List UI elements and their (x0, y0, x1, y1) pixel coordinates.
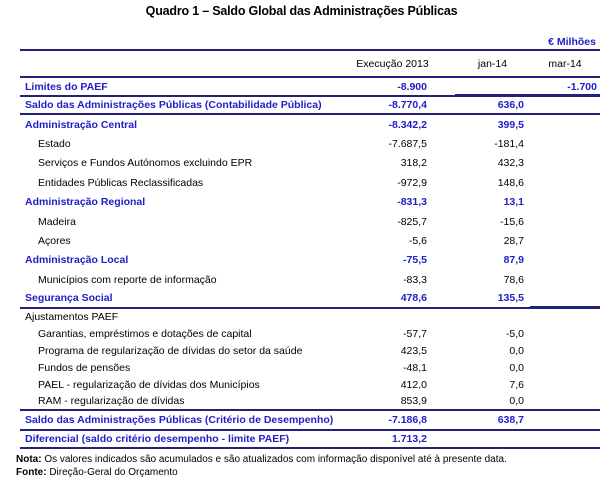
exec-value: 423,5 (400, 345, 427, 358)
row-label: Saldo das Administrações Públicas (Conta… (25, 99, 322, 111)
table-row-garantias: Garantias, empréstimos e dotações de cap… (20, 326, 600, 343)
thick-divider (530, 305, 600, 309)
jan-value: 638,7 (497, 413, 524, 426)
jan-value: 28,7 (503, 235, 524, 248)
table-row-fundos-pensoes: Fundos de pensões -48,1 0,0 (20, 360, 600, 377)
jan-value: 13,1 (503, 196, 524, 209)
exec-value: -8.770,4 (388, 99, 427, 111)
nota-label: Nota: (16, 453, 42, 465)
exec-value: -48,1 (403, 362, 427, 375)
row-label: Ajustamentos PAEF (25, 311, 119, 324)
jan-value: 0,0 (509, 345, 524, 358)
row-label: Limites do PAEF (25, 80, 108, 93)
exec-value: -972,9 (397, 176, 427, 189)
nota-text: Os valores indicados são acumulados e sã… (41, 453, 507, 465)
exec-value: -8.342,2 (388, 118, 427, 131)
page-title: Quadro 1 – Saldo Global das Administraçõ… (145, 4, 458, 18)
row-label: Programa de regularização de dívidas do … (38, 345, 303, 358)
mar-value: -1.700 (567, 80, 597, 93)
fonte-label: Fonte: (16, 466, 47, 478)
exec-value: 412,0 (400, 379, 427, 392)
table-row-acores: Açores -5,6 28,7 (20, 231, 600, 250)
row-label: Serviços e Fundos Autónomos excluindo EP… (38, 157, 253, 170)
jan-value: 0,0 (509, 395, 524, 408)
exec-value: -57,7 (403, 328, 427, 341)
thick-divider (455, 94, 600, 97)
budget-table: € Milhões Execução 2013 jan-14 mar-14 Li… (20, 36, 600, 449)
exec-value: -7.186,8 (388, 413, 427, 426)
row-label: Saldo das Administrações Públicas (Crité… (25, 413, 334, 426)
jan-value: 399,5 (497, 118, 524, 131)
fonte-text: Direção-Geral do Orçamento (46, 466, 178, 478)
exec-value: 478,6 (400, 292, 427, 305)
row-label: Fundos de pensões (38, 362, 131, 375)
table-row-administracao-central: Administração Central -8.342,2 399,5 (20, 115, 600, 134)
column-header-jan-14: jan-14 (477, 57, 508, 70)
table-row-municipios: Municípios com reporte de informação -83… (20, 270, 600, 289)
table-row-ajustamentos-paef: Ajustamentos PAEF (20, 309, 600, 326)
jan-value: 7,6 (509, 379, 524, 392)
row-label: Administração Regional (25, 196, 146, 209)
table-row-entidades-reclassificadas: Entidades Públicas Reclassificadas -972,… (20, 173, 600, 192)
jan-value: 432,3 (497, 157, 524, 170)
table-row-ram: RAM - regularização de dívidas 853,9 0,0 (20, 394, 600, 411)
exec-value: -5,6 (408, 235, 427, 248)
table-row-programa-saude: Programa de regularização de dívidas do … (20, 343, 600, 360)
exec-value: 853,9 (400, 395, 427, 408)
row-label: Municípios com reporte de informação (38, 273, 217, 286)
footnotes: Nota: Os valores indicados são acumulado… (16, 453, 603, 479)
table-row-saldo-criterio: Saldo das Administrações Públicas (Crité… (20, 411, 600, 431)
table-header-row: Execução 2013 jan-14 mar-14 (20, 49, 600, 78)
column-header-mar-14: mar-14 (548, 57, 582, 70)
jan-value: 0,0 (509, 362, 524, 375)
table-row-saldo-contabilidade: Saldo das Administrações Públicas (Conta… (20, 97, 600, 115)
exec-value: 1.713,2 (391, 432, 427, 445)
jan-value: -5,0 (505, 328, 524, 341)
exec-value: -825,7 (397, 215, 427, 228)
jan-value: 148,6 (497, 176, 524, 189)
exec-value: -83,3 (403, 273, 427, 286)
row-label: Açores (38, 235, 71, 248)
fonte-line: Fonte: Direção-Geral do Orçamento (16, 466, 603, 479)
exec-value: -831,3 (397, 196, 427, 209)
table-row-seguranca-social: Segurança Social 478,6 135,5 (20, 290, 600, 309)
row-label: Garantias, empréstimos e dotações de cap… (38, 328, 252, 341)
table-row-pael: PAEL - regularização de dívidas dos Muni… (20, 377, 600, 394)
row-label: Madeira (38, 215, 76, 228)
table-row-administracao-local: Administração Local -75,5 87,9 (20, 251, 600, 270)
exec-value: 318,2 (400, 157, 427, 170)
jan-value: 87,9 (503, 254, 524, 267)
exec-value: -75,5 (403, 254, 427, 267)
jan-value: 78,6 (503, 273, 524, 286)
unit-label: € Milhões (548, 36, 596, 48)
row-label: Administração Central (25, 118, 138, 131)
table-row-madeira: Madeira -825,7 -15,6 (20, 212, 600, 231)
column-header-execucao-2013: Execução 2013 (356, 57, 429, 70)
row-label: Entidades Públicas Reclassificadas (38, 176, 204, 189)
jan-value: -15,6 (500, 215, 524, 228)
table-row-servicos-fundos: Serviços e Fundos Autónomos excluindo EP… (20, 154, 600, 173)
table-row-diferencial: Diferencial (saldo critério desempenho -… (20, 431, 600, 449)
nota-line: Nota: Os valores indicados são acumulado… (16, 453, 603, 466)
exec-value: -7.687,5 (388, 138, 427, 151)
row-label: RAM - regularização de dívidas (38, 395, 185, 408)
table-row-administracao-regional: Administração Regional -831,3 13,1 (20, 193, 600, 212)
row-label: PAEL - regularização de dívidas dos Muni… (38, 379, 260, 392)
table-row-limites-paef: Limites do PAEF -8.900 -1.700 (20, 78, 600, 97)
exec-value: -8.900 (397, 80, 427, 93)
row-label: Estado (38, 138, 71, 151)
jan-value: 135,5 (497, 292, 524, 305)
row-label: Administração Local (25, 254, 129, 267)
row-label: Diferencial (saldo critério desempenho -… (25, 432, 290, 445)
table-row-estado: Estado -7.687,5 -181,4 (20, 134, 600, 153)
jan-value: -181,4 (494, 138, 524, 151)
row-label: Segurança Social (25, 292, 113, 305)
jan-value: 636,0 (497, 99, 524, 111)
